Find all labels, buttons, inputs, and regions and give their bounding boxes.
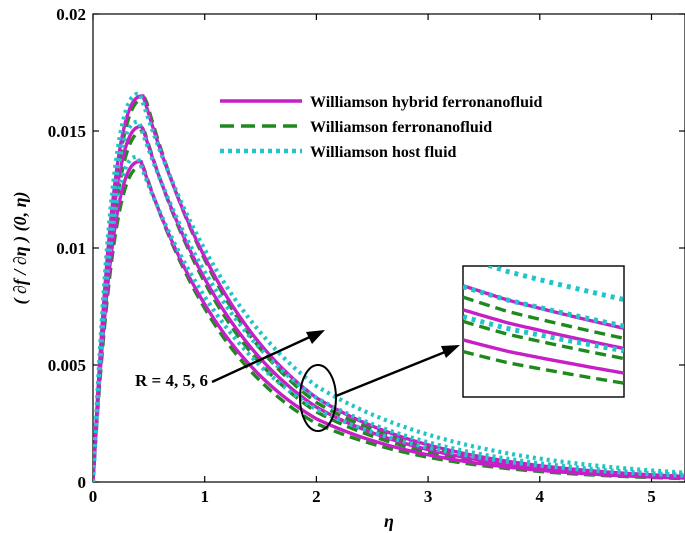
x-tick-label: 4 [536,487,545,506]
legend: Williamson hybrid ferronanofluid Williams… [220,94,542,161]
arrow-up-head [306,330,325,344]
x-tick-label: 3 [424,487,433,506]
parameter-annotation: R = 4, 5, 6 [135,371,208,390]
inset-line-ferro-R6 [463,349,624,385]
zoom-inset [463,266,624,385]
inset-line-hybrid-R6 [463,338,624,375]
legend-label-1: Williamson ferronanofluid [310,119,492,136]
x-tick-label: 5 [647,487,656,506]
annotations: R = 4, 5, 6 [135,265,625,432]
x-tick-label: 1 [200,487,209,506]
x-axis-label: η [384,511,394,531]
x-tick-label: 2 [312,487,321,506]
inset-line-ferro-R4 [463,295,624,341]
inset-line-hybrid-R5 [463,308,624,351]
y-tick-label: 0 [78,473,87,492]
series-line-hybrid-R6 [93,159,685,482]
series-line-host-R6 [93,154,685,482]
series-line-host-R5 [93,119,685,482]
arrow-inset-line [335,350,446,398]
y-tick-label: 0.005 [48,356,86,375]
inset-line-host-R5 [463,284,624,329]
legend-label-2: Williamson host fluid [310,144,457,161]
plot-area [92,13,685,483]
x-tick-label: 0 [89,487,98,506]
curves [93,91,685,482]
y-tick-label: 0.01 [56,239,86,258]
inset-line-ferro-R5 [463,319,624,361]
y-tick-label: 0.02 [56,5,86,24]
inset-line-host-R4 [482,266,624,302]
y-axis-label: ( ∂f / ∂η ) (0, η) [10,191,31,304]
series-line-hybrid-R4 [93,94,685,482]
highlight-ellipse [299,364,337,432]
arrow-inset-head [441,345,460,358]
inset-line-host-R6 [463,314,624,354]
y-tick-label: 0.015 [48,122,86,141]
legend-label-0: Williamson hybrid ferronanofluid [310,94,542,111]
arrow-up-line [211,334,313,384]
